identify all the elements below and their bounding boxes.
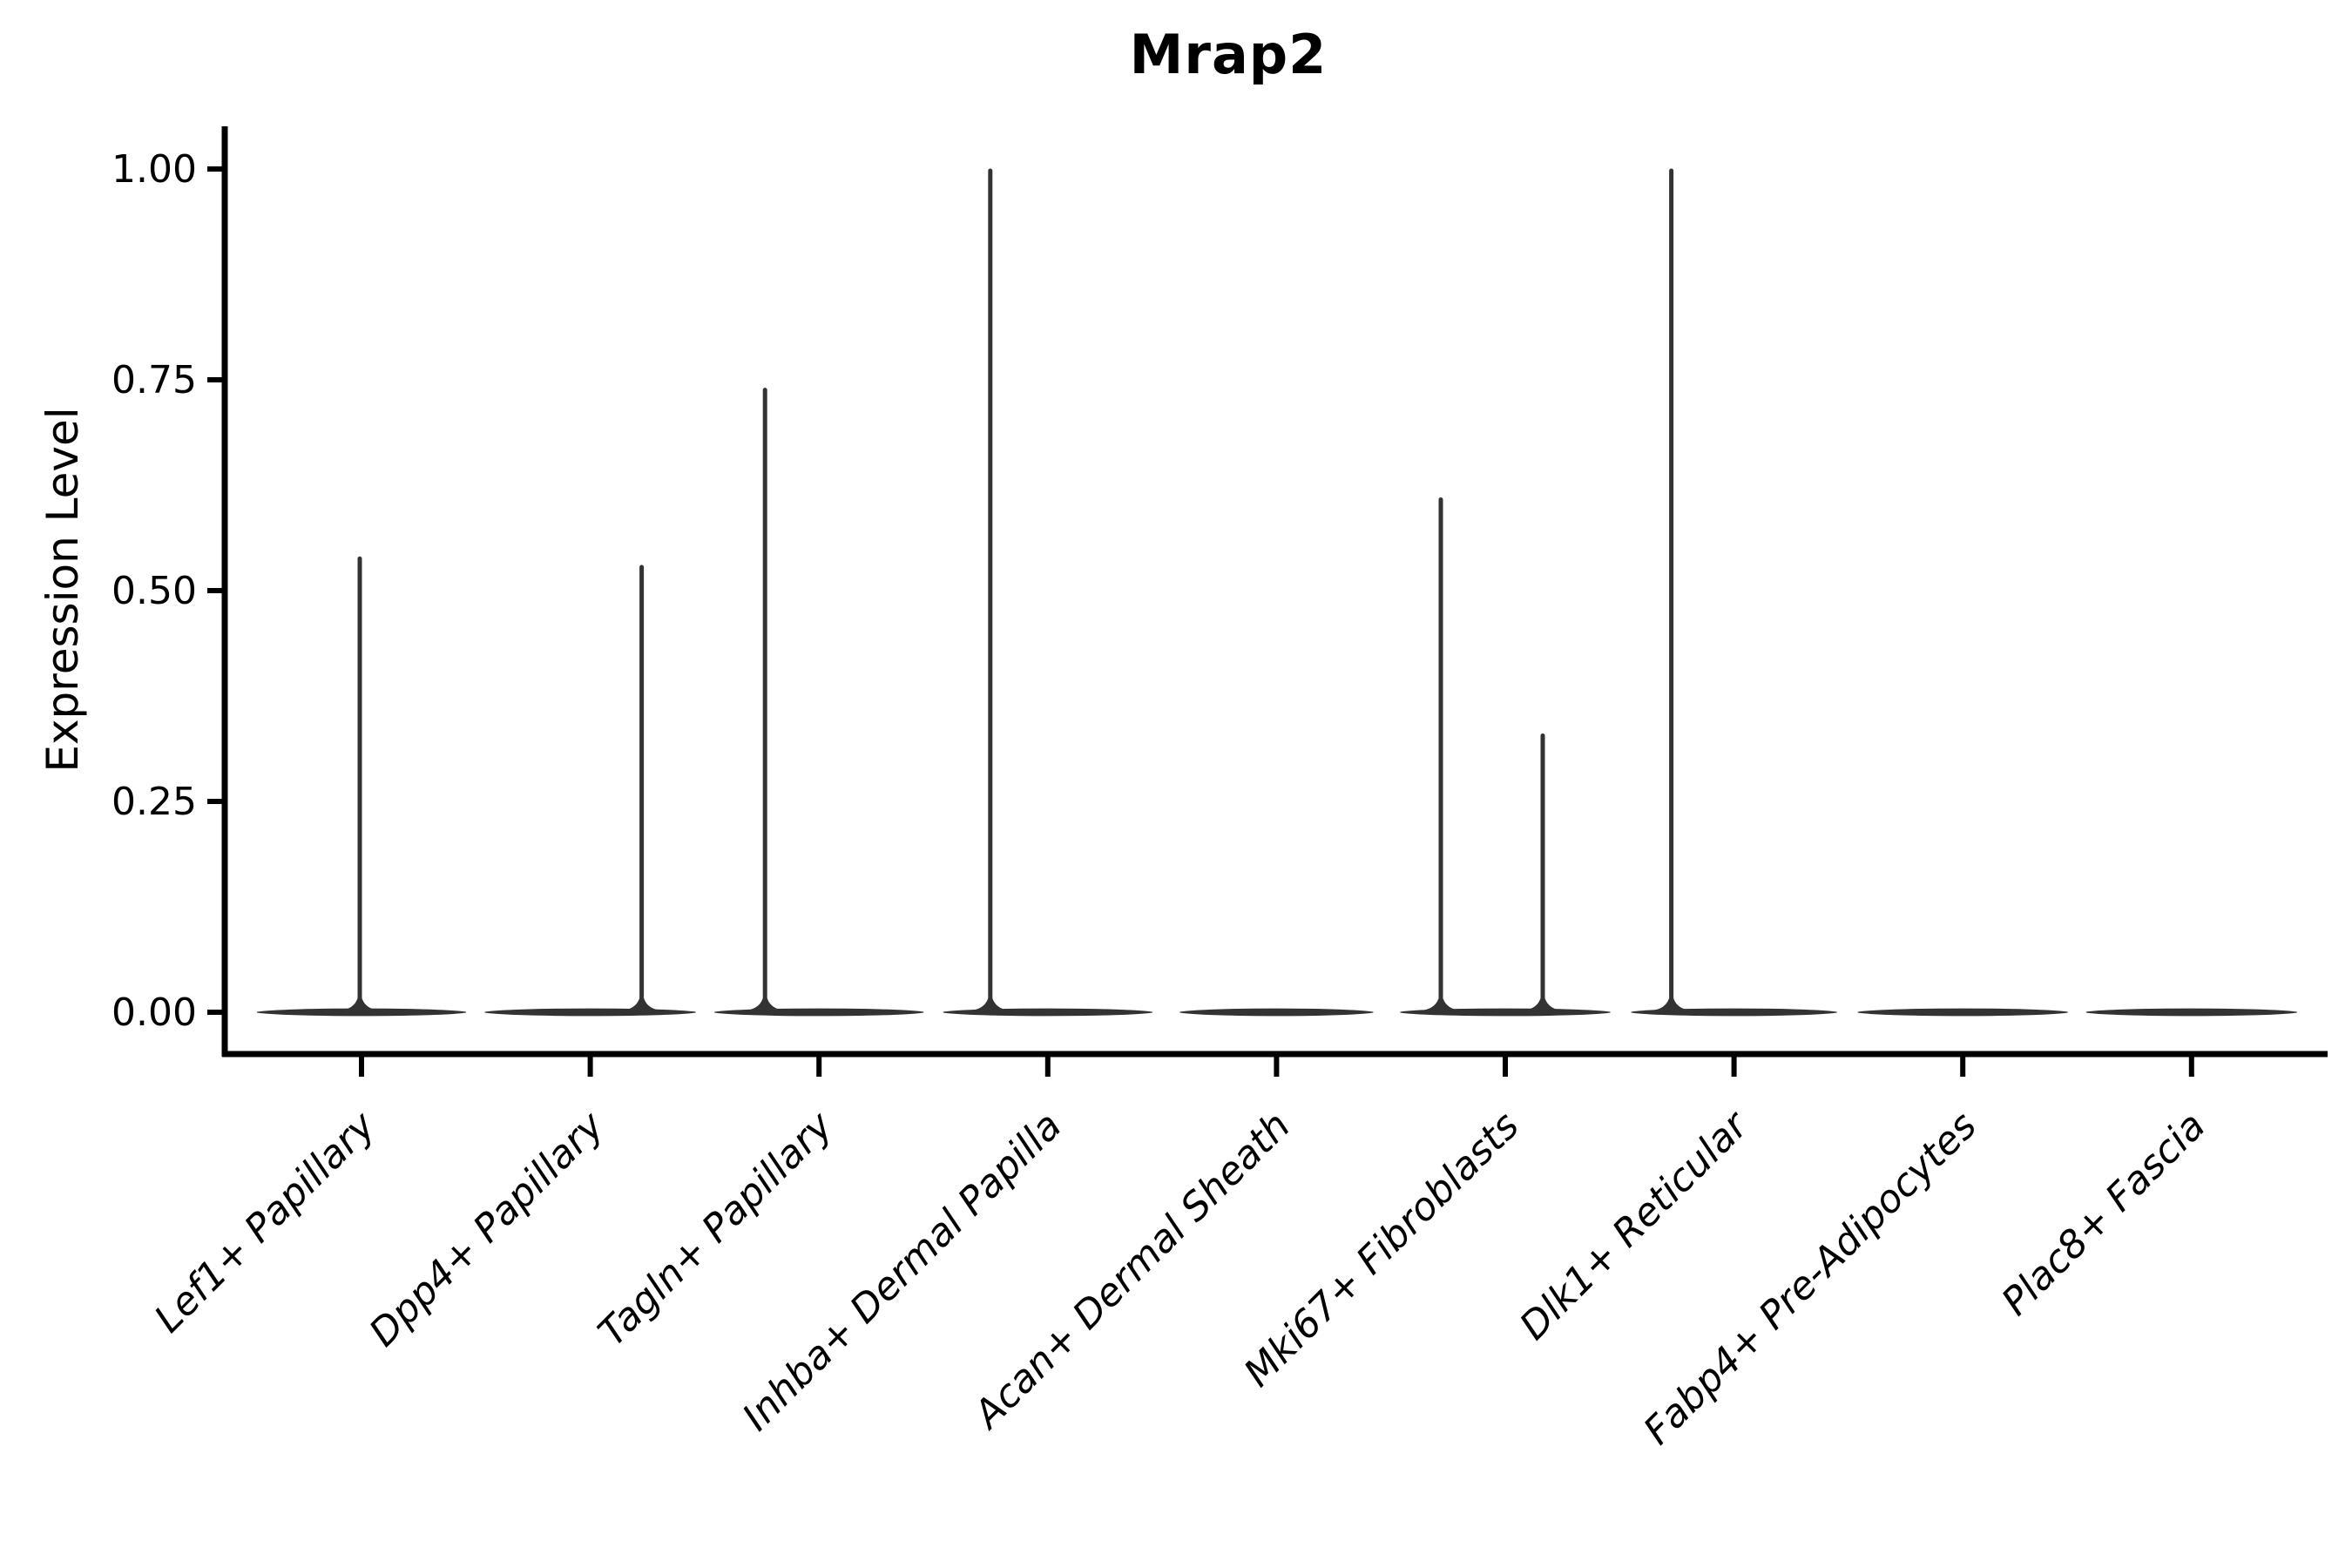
violin-base — [1857, 1008, 2068, 1017]
violin-base — [2085, 1008, 2297, 1017]
y-tick-label: 0.75 — [112, 358, 197, 402]
category-label: Plac8+ Fascia — [1993, 1104, 2213, 1324]
y-tick-label: 0.50 — [112, 569, 197, 613]
y-tick-label: 0.00 — [112, 990, 197, 1035]
y-tick-label: 0.25 — [112, 780, 197, 824]
category-label: Dpp4+ Papillary — [361, 1103, 613, 1355]
violin-base — [484, 1008, 696, 1017]
category-label: Lef1+ Papillary — [146, 1103, 385, 1342]
y-tick-label: 1.00 — [112, 147, 197, 192]
chart-title: Mrap2 — [1129, 23, 1328, 86]
violin-base — [1179, 1008, 1374, 1017]
category-label: Dlk1+ Reticular — [1511, 1102, 1758, 1348]
category-label: Tagln+ Papillary — [590, 1103, 841, 1355]
